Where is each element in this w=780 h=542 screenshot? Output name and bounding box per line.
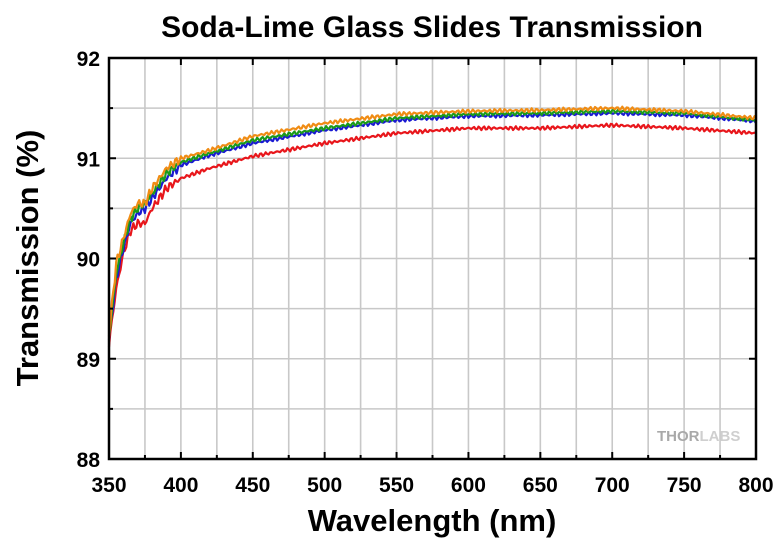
x-tick-label: 450 xyxy=(235,474,270,497)
x-tick-label: 500 xyxy=(307,474,342,497)
x-tick-label: 350 xyxy=(91,474,126,497)
x-tick-label: 800 xyxy=(738,474,773,497)
x-tick-label: 400 xyxy=(163,474,198,497)
x-tick-label: 600 xyxy=(451,474,486,497)
logo-text-labs: LABS xyxy=(700,428,741,445)
thorlabs-logo: THORLABS xyxy=(657,428,740,445)
series-line-4 xyxy=(107,105,757,337)
svg-text:THORLABS: THORLABS xyxy=(657,428,740,445)
grid xyxy=(108,57,757,460)
x-tick-label: 550 xyxy=(379,474,414,497)
y-tick-label: 89 xyxy=(77,349,100,372)
y-tick-label: 90 xyxy=(77,249,100,272)
x-tick-label: 700 xyxy=(595,474,630,497)
x-tick-label: 750 xyxy=(667,474,702,497)
series-line-3 xyxy=(107,108,757,337)
plot-series xyxy=(107,105,757,347)
axis-ticks: 350 400 450 500 550 600 650 700 750 800 88 89 90 91 92 xyxy=(77,48,774,497)
series-line-1 xyxy=(107,122,757,347)
x-tick-label: 650 xyxy=(523,474,558,497)
y-axis-label: Transmission (%) xyxy=(10,130,45,387)
y-tick-label: 91 xyxy=(77,148,101,171)
y-tick-label: 88 xyxy=(77,449,101,472)
y-tick-label: 92 xyxy=(77,48,100,71)
chart-title: Soda-Lime Glass Slides Transmission xyxy=(161,11,703,44)
x-axis-label: Wavelength (nm) xyxy=(308,503,557,538)
logo-text-thor: THOR xyxy=(657,428,700,445)
